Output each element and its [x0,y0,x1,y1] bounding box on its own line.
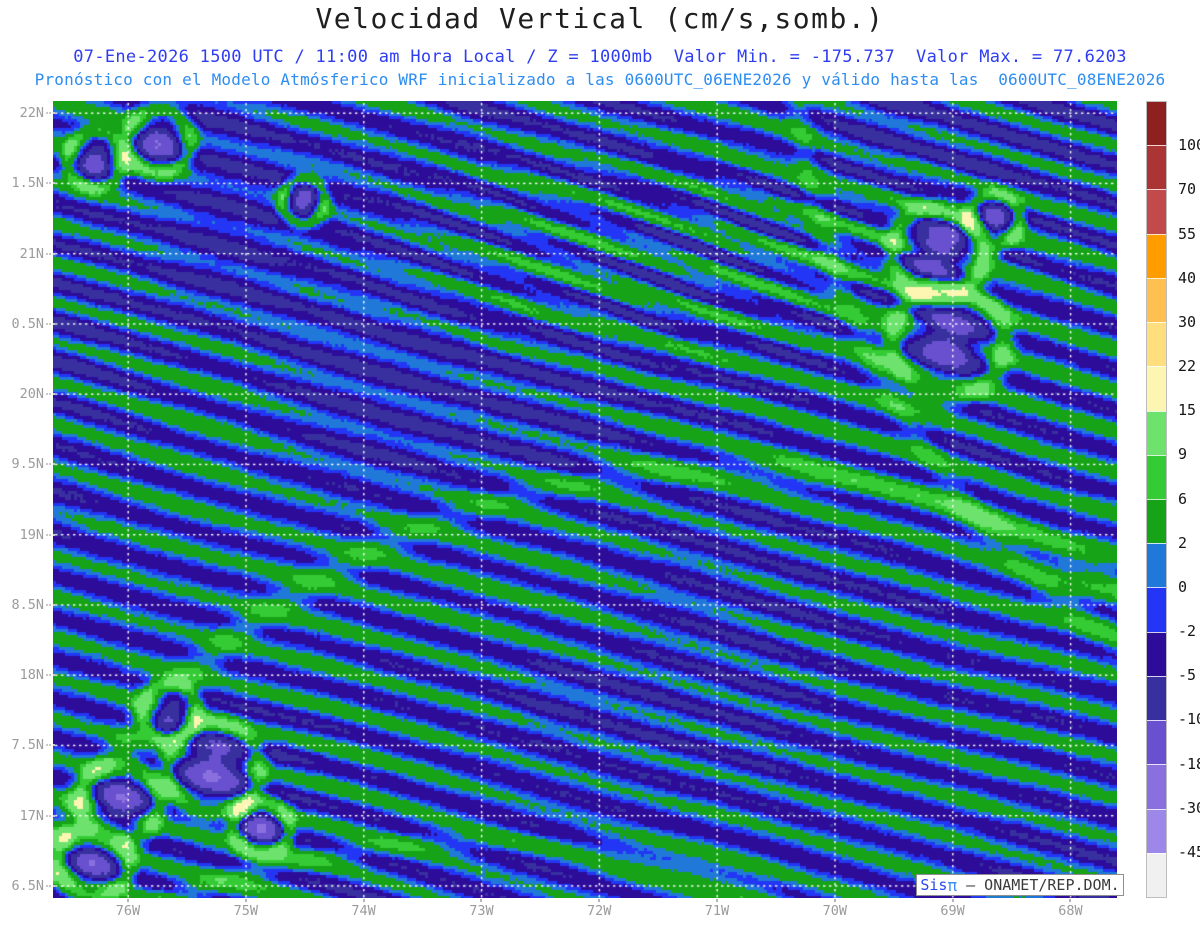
weather-map [53,101,1117,898]
y-axis-tick [46,814,55,817]
colorbar-label: 22 [1178,357,1197,375]
colorbar-label: 0 [1178,577,1188,596]
x-axis-label: 76W [115,903,141,919]
colorbar-label: -2 [1178,622,1197,640]
y-axis-label: 0.5N [11,315,44,332]
y-axis-tick [46,603,55,606]
y-axis-tick [46,674,55,677]
colorbar-label: 40 [1178,268,1197,287]
y-axis-tick [46,533,55,536]
x-axis-tick [362,899,365,902]
colorbar-label: 6 [1178,489,1188,508]
x-axis-label: 70W [822,903,847,919]
x-axis-label: 73W [469,903,494,919]
x-axis-label: 72W [586,903,612,919]
colorbar-segment [1147,852,1166,897]
colorbar-segment [1147,410,1166,455]
colorbar-label: -10 [1178,710,1200,729]
x-axis-label: 71W [704,903,730,919]
x-axis-label: 68W [1058,903,1083,919]
x-axis-tick [833,899,836,902]
colorbar-label: 2 [1178,533,1188,552]
brand-box: Sis π – ONAMET/REP.DOM. [916,874,1124,896]
colorbar-label: 30 [1178,312,1197,331]
brand-org-text: – ONAMET/REP.DOM. [966,876,1120,894]
colorbar-segment [1147,189,1166,234]
y-axis-label: 22N [19,105,44,121]
x-axis-tick [244,899,247,902]
x-axis-label: 69W [940,903,965,919]
y-axis-label: 19N [19,526,44,543]
colorbar-label: 100 [1178,136,1200,155]
colorbar-segment [1147,102,1166,146]
y-axis-tick [46,393,55,396]
y-axis-label: 7.5N [11,737,44,754]
colorbar-label: 70 [1178,180,1197,199]
colorbar-segment [1147,233,1166,278]
map-canvas [53,101,1117,898]
x-axis-tick [716,899,718,902]
y-axis-label: 1.5N [11,175,44,192]
x-axis-label: 74W [351,903,376,919]
x-axis-label: 75W [233,903,258,919]
colorbar-segment [1147,675,1166,721]
y-axis-label: 18N [19,667,44,684]
brand-org-label [957,876,966,894]
colorbar-segment [1147,366,1166,411]
colorbar-segment [1147,454,1166,499]
y-axis-tick [46,884,55,887]
page-title: Velocidad Vertical (cm/s,somb.) [315,2,885,35]
colorbar-label: -5 [1178,666,1197,685]
y-axis-tick [46,112,55,114]
y-axis-label: 6.5N [11,877,44,894]
colorbar-segment [1147,631,1166,676]
colorbar-label: 55 [1178,224,1197,243]
y-axis-tick [46,744,55,747]
y-axis-tick [46,463,55,466]
colorbar-label: -45 [1178,842,1200,861]
colorbar-segment [1147,498,1166,544]
x-axis-tick [951,899,954,902]
colorbar-segment [1147,277,1166,323]
colorbar-segment [1147,543,1166,588]
x-axis-tick [1069,899,1072,902]
colorbar-segment [1147,145,1166,190]
colorbar-segment [1147,808,1166,853]
y-axis-label: 17N [19,807,44,824]
y-axis-label: 21N [19,245,44,262]
x-axis-tick [598,899,601,902]
colorbar-label: -30 [1178,798,1200,817]
subtitle-line-1: 07-Ene-2026 1500 UTC / 11:00 am Hora Loc… [73,47,1127,67]
colorbar-label: -18 [1178,754,1200,773]
colorbar-segment [1147,764,1166,809]
x-axis-tick [480,899,483,902]
y-axis-tick [46,322,55,325]
colorbar [1146,101,1167,898]
y-axis-tick [46,182,55,185]
colorbar-label: 15 [1178,401,1197,420]
colorbar-segment [1147,587,1166,632]
brand-sis-label: Sis [920,876,948,894]
colorbar-segment [1147,720,1166,765]
y-axis-tick [46,252,55,255]
colorbar-segment [1147,322,1166,367]
brand-pi-symbol: π [947,875,958,895]
y-axis-label: 20N [19,386,44,403]
y-axis-label: 8.5N [11,596,44,613]
y-axis-label: 9.5N [11,456,44,473]
colorbar-label: 9 [1178,445,1188,464]
subtitle-line-2: Pronóstico con el Modelo Atmósferico WRF… [34,70,1166,89]
x-axis-tick [127,899,129,902]
